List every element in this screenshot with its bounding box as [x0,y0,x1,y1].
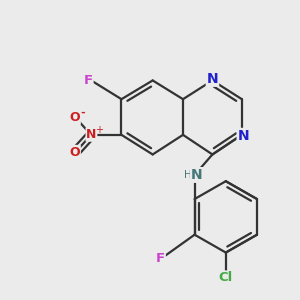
Text: F: F [84,74,93,87]
Text: F: F [156,252,165,265]
Text: N: N [86,128,97,141]
Text: O: O [70,146,80,159]
Text: H: H [184,170,192,180]
Text: -: - [80,108,85,118]
Text: N: N [207,72,218,86]
Text: Cl: Cl [219,271,233,284]
Text: +: + [94,125,103,135]
Text: N: N [191,168,203,182]
Text: N: N [238,129,249,143]
Text: O: O [70,111,80,124]
